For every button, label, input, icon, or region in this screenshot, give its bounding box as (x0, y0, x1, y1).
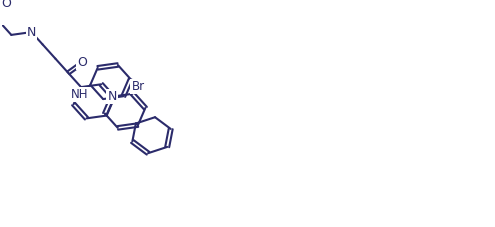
Text: O: O (78, 56, 88, 69)
Text: N: N (107, 90, 117, 103)
Text: Br: Br (132, 80, 145, 93)
Text: N: N (27, 26, 36, 39)
Text: O: O (1, 0, 11, 10)
Text: NH: NH (70, 88, 88, 101)
